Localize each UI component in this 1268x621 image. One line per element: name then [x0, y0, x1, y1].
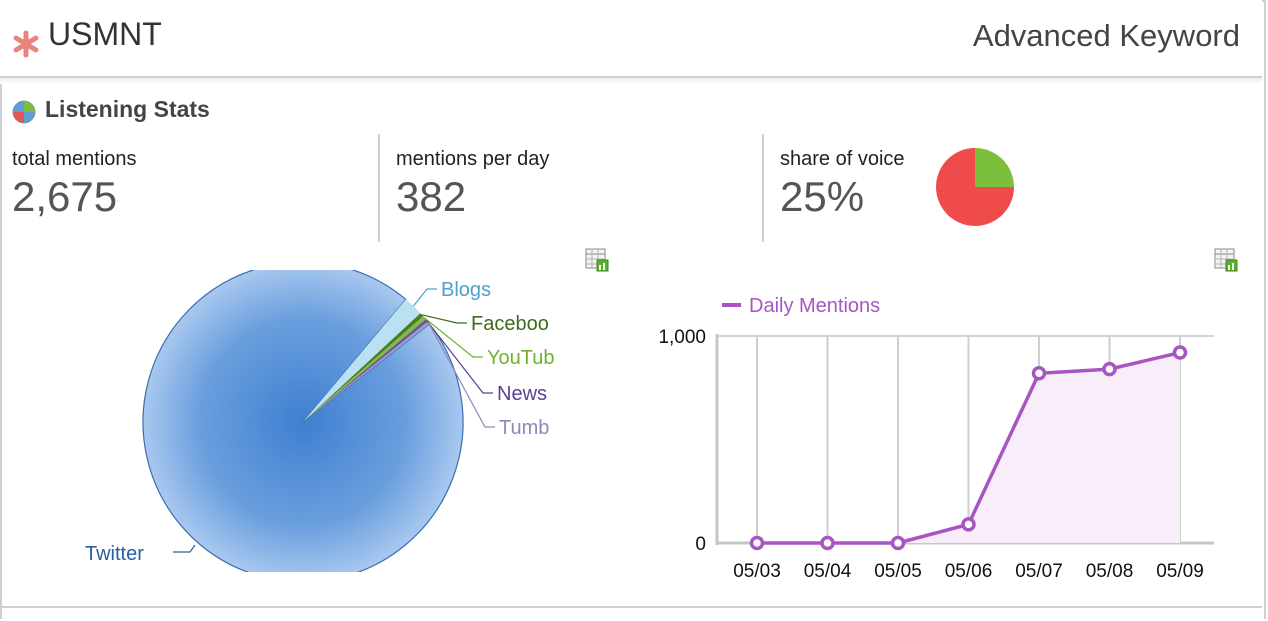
pie-leader-line: [428, 322, 495, 428]
data-point[interactable]: [961, 517, 976, 532]
x-tick-label: 05/03: [733, 561, 781, 582]
pie-slice-youtub[interactable]: [303, 316, 426, 422]
y-tick-label: 1,000: [658, 327, 706, 348]
widget-title: USMNT: [48, 16, 162, 52]
share-slice-others: [936, 148, 1014, 226]
daily-mentions-chart: Daily Mentions 0 1,000 05/03 05/04 05/05 05/06…: [658, 295, 1214, 582]
data-point[interactable]: [749, 535, 765, 551]
pie-label-blogs: Blogs: [441, 279, 491, 301]
asterisk-icon: [13, 30, 39, 58]
pie-label-tumb: Tumb: [499, 417, 549, 439]
data-table-icon[interactable]: [585, 248, 609, 272]
x-tick-label: 05/05: [874, 561, 922, 582]
pie-leader-line: [426, 320, 493, 394]
data-point[interactable]: [1102, 361, 1117, 377]
pie-leader-line: [173, 544, 196, 553]
x-tick-label: 05/04: [804, 561, 852, 582]
pie-slice-twitter[interactable]: [142, 270, 464, 574]
stat-value: 25%: [780, 173, 865, 220]
data-point[interactable]: [890, 535, 906, 551]
pie-slice-tumb[interactable]: [303, 321, 430, 422]
x-tick-label: 05/08: [1086, 561, 1134, 582]
pie-label-twitter: Twitter: [85, 543, 144, 565]
pie-leader-line: [412, 288, 437, 307]
stat-divider: [378, 134, 380, 242]
x-tick-label: 05/06: [945, 561, 993, 582]
stat-label: share of voice: [780, 148, 905, 170]
header-shadow: [0, 78, 1262, 84]
legend-label[interactable]: Daily Mentions: [749, 295, 880, 317]
globe-icon: [12, 100, 36, 124]
stat-divider: [762, 134, 764, 242]
stat-total-mentions: total mentions 2,675: [12, 148, 137, 221]
stat-value: 2,675: [12, 173, 118, 220]
source-pie-chart: Twitter Blogs Faceboo YouTub News Tumb: [85, 270, 554, 574]
pie-leader-line: [424, 317, 483, 358]
stat-label: total mentions: [12, 148, 137, 170]
stat-mentions-per-day: mentions per day 382: [396, 148, 549, 221]
data-point[interactable]: [820, 535, 835, 551]
stat-value: 382: [396, 173, 467, 220]
widget-header: USMNT Advanced Keyword: [0, 0, 1262, 78]
pie-label-faceboo: Faceboo: [471, 313, 549, 335]
pie-label-youtub: YouTub: [487, 347, 554, 369]
stat-share-of-voice: share of voice 25%: [780, 148, 905, 221]
y-tick-label: 0: [695, 534, 706, 555]
share-slice-own: [975, 148, 1014, 187]
pie-label-news: News: [497, 383, 547, 405]
data-point[interactable]: [1172, 345, 1188, 360]
share-of-voice-pie: [936, 148, 1014, 226]
x-tick-label: 05/09: [1156, 561, 1204, 582]
data-point[interactable]: [1031, 366, 1047, 381]
data-table-icon[interactable]: [1214, 248, 1238, 272]
pie-leader-line: [421, 314, 467, 324]
stat-label: mentions per day: [396, 148, 550, 170]
pie-slice-blogs[interactable]: [303, 299, 421, 422]
bottom-divider: [0, 606, 1262, 608]
pie-slice-news[interactable]: [303, 319, 428, 422]
pie-slice-faceboo[interactable]: [303, 313, 424, 422]
area-fill: [757, 352, 1180, 543]
section-title: Listening Stats: [45, 96, 210, 122]
x-tick-label: 05/07: [1015, 561, 1063, 582]
header-right-title[interactable]: Advanced Keyword: [972, 18, 1240, 53]
